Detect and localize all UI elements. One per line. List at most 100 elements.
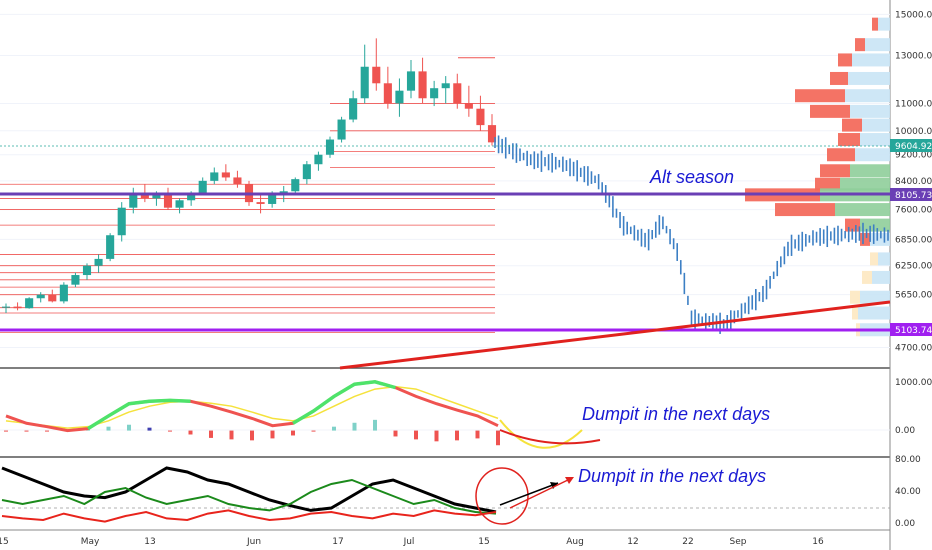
volume-profile-bar-up <box>860 290 890 304</box>
last-price-tag <box>890 139 932 152</box>
candle-body <box>198 180 207 194</box>
osc-lines <box>5 379 499 433</box>
osc-hist-bar <box>24 430 29 432</box>
rsi-series-line <box>1 509 497 523</box>
rsi-circle-marker <box>475 467 529 525</box>
rsi-series-line <box>1 478 497 515</box>
osc-hist-bar <box>455 430 459 441</box>
candle-body <box>25 298 34 309</box>
price-tick-label: 4700.00 <box>895 344 932 354</box>
osc-hist-bar <box>496 430 500 446</box>
candle-body <box>129 193 138 208</box>
candle-body <box>210 172 219 181</box>
osc-hist-bar <box>250 430 254 441</box>
volume-profile-bar-up <box>865 38 890 52</box>
rsi-annotation: Dumpit in the next days <box>578 466 766 486</box>
time-tick-label: 16 <box>812 537 824 547</box>
osc-hist-bar <box>45 430 49 432</box>
time-tick-label: 22 <box>682 537 693 547</box>
candle-body <box>163 194 173 208</box>
time-tick-label: Jun <box>246 537 261 547</box>
candle-body <box>337 119 346 140</box>
time-tick-label: 13 <box>144 537 155 547</box>
rsi-tick-0: 0.00 <box>895 519 915 529</box>
osc-hist-bar <box>147 427 152 431</box>
price-tick-label: 10000.00 <box>895 127 932 137</box>
candle-body <box>71 275 80 285</box>
rsi-arrow-red <box>509 477 573 509</box>
rsi-tick-40: 40.00 <box>895 487 921 497</box>
time-tick-label: Sep <box>730 537 747 547</box>
rsi-tick-80: 80.00 <box>895 455 921 465</box>
level-tag-5103 <box>890 323 932 336</box>
volume-profile-bar-up <box>860 133 890 147</box>
volume-profile-bar-down <box>775 203 835 217</box>
osc-up-segment <box>87 398 191 431</box>
candle-body <box>152 194 161 199</box>
candle-body <box>291 179 300 192</box>
volume-profile-bar-down <box>852 306 858 320</box>
candle-body <box>406 71 416 91</box>
candle-body <box>48 294 57 302</box>
candle-body <box>360 66 369 99</box>
osc-hist-bar <box>393 430 398 437</box>
candle-body <box>1 306 11 308</box>
osc-hist-bar <box>106 426 111 431</box>
price-tick-label: 5650.00 <box>895 291 932 301</box>
time-tick-label: May <box>81 537 100 547</box>
candle-body <box>221 172 230 178</box>
trend-line <box>339 300 891 370</box>
price-tick-label: 7600.00 <box>895 206 932 216</box>
osc-hist-bar <box>229 430 234 440</box>
level-value-5103: 5103.74 <box>895 326 932 336</box>
price-tick-label: 6250.00 <box>895 262 932 272</box>
candle-body <box>464 103 473 109</box>
volume-profile-bar-up <box>850 104 890 118</box>
candle-body <box>256 202 265 204</box>
price-tick-label: 15000.00 <box>895 10 932 20</box>
time-tick-label: 17 <box>332 537 343 547</box>
candle-body <box>302 164 311 180</box>
osc-up-segment <box>292 379 396 425</box>
candle-body <box>82 265 92 276</box>
rsi-arrow-black <box>499 482 559 506</box>
candle-body <box>175 200 184 208</box>
volume-profile-bar-up <box>855 148 890 162</box>
volume-profile-bar-up <box>878 17 890 31</box>
candle-body <box>453 83 462 104</box>
osc-hist-bar <box>168 430 172 432</box>
volume-profile-bar-down <box>830 71 848 85</box>
volume-profile-bar-down <box>820 164 850 178</box>
level-value-8105: 8105.73 <box>895 191 932 201</box>
osc-hist-bar <box>291 430 295 436</box>
volume-profile-bar-up <box>835 203 890 217</box>
volume-profile-bar-up <box>845 89 890 103</box>
osc-hist-bar <box>414 430 418 440</box>
candle-body <box>94 258 103 266</box>
candle-body <box>418 71 427 99</box>
osc-hist-bar <box>188 430 193 435</box>
candle-body <box>476 108 485 126</box>
osc-hist-bar <box>332 426 336 431</box>
osc-annotation: Dumpit in the next days <box>582 404 770 424</box>
time-tick-label: 15 <box>0 537 9 547</box>
candle-body <box>349 98 358 120</box>
candle-body <box>268 194 277 204</box>
volume-profile-bar-up <box>848 71 890 85</box>
volume-profile-bar-up <box>850 164 890 178</box>
osc-projection-red <box>499 429 601 445</box>
candle-body <box>487 125 497 143</box>
osc-hist-bar <box>434 430 439 442</box>
price-tick-label: 8400.00 <box>895 177 932 187</box>
volume-profile-bar-down <box>838 53 852 67</box>
candle-body <box>383 83 392 104</box>
osc-projection-yellow <box>499 419 583 449</box>
volume-profile-bar-up <box>860 218 890 232</box>
osc-hist-bar <box>4 430 8 432</box>
price-tick-label: 6850.00 <box>895 235 932 245</box>
osc-hist-bar <box>311 430 316 432</box>
volume-profile-bar-up <box>878 252 890 266</box>
volume-profile-bar-down <box>842 118 862 132</box>
